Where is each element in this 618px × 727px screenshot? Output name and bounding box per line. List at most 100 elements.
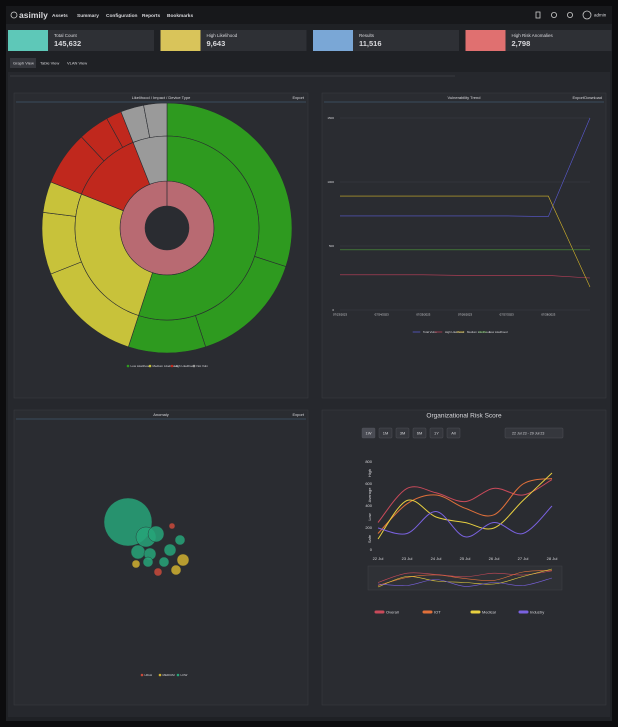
bubble — [147, 525, 165, 543]
range-button[interactable] — [412, 427, 427, 439]
legend-dot — [126, 364, 130, 368]
x-tick-label: 07/26/2023 — [458, 313, 472, 317]
x-tick-label: 07/27/2023 — [500, 313, 514, 317]
bubble — [168, 522, 176, 530]
x-tick-label: 07/24/2023 — [375, 313, 389, 317]
legend-label: High Likelihood — [445, 330, 465, 334]
legend-dot — [192, 364, 196, 368]
y-tick-label: 0 — [370, 547, 373, 552]
range-button[interactable] — [429, 427, 444, 439]
card-label: High Likelihood — [207, 33, 238, 38]
sunburst-middle — [74, 193, 153, 316]
action-link[interactable]: Export — [572, 95, 584, 100]
navigator-line — [377, 568, 553, 588]
card-icon — [8, 30, 48, 51]
series-line — [377, 472, 553, 540]
y-tick-label: 0 — [332, 308, 334, 312]
card-value: 145,632 — [54, 39, 81, 48]
series-line — [340, 117, 591, 217]
range-button-label: All — [451, 430, 456, 435]
x-tick-label: 07/28/2023 — [541, 313, 555, 317]
nav-item[interactable]: Bookmarks — [167, 13, 193, 19]
avatar[interactable] — [582, 10, 592, 20]
user-name[interactable]: admin — [594, 13, 607, 18]
tab[interactable]: Table View — [40, 61, 59, 66]
y-tick-label: 600 — [365, 481, 372, 486]
nav-bar — [6, 6, 612, 24]
range-button-label: 1W — [366, 430, 372, 435]
range-button[interactable] — [395, 427, 410, 439]
legend-dot — [148, 364, 152, 368]
action-link[interactable]: Download — [584, 95, 602, 100]
date-range: 22 Jul 23 - 29 Jul 23 — [512, 431, 544, 435]
legend-label: Not Vuln — [197, 364, 209, 368]
bubble — [130, 544, 146, 560]
series-line — [377, 479, 553, 523]
series-line — [340, 195, 591, 288]
bubble — [174, 534, 186, 546]
export-link[interactable]: Export — [292, 95, 304, 100]
card-label: Results — [359, 33, 375, 38]
x-tick-label: 23 Jul — [402, 556, 413, 561]
panel-title: Organizational Risk Score — [426, 413, 502, 420]
nav-item[interactable]: Reports — [142, 13, 160, 19]
bubble — [163, 543, 177, 557]
card-value: 2,798 — [512, 39, 531, 48]
y-tick-label: 200 — [365, 525, 372, 530]
navigator-line — [377, 577, 553, 587]
tab-active — [10, 58, 36, 68]
panel — [321, 92, 607, 399]
legend-label: Medium Likelihood — [153, 364, 178, 368]
export-link[interactable]: Export — [292, 412, 304, 417]
date-picker[interactable] — [504, 427, 564, 439]
x-tick-label: 26 Jul — [489, 556, 500, 561]
card-icon — [160, 30, 201, 51]
tab[interactable]: Graph View — [13, 61, 34, 66]
help-icon[interactable] — [567, 11, 574, 18]
band-label: Average — [367, 487, 372, 503]
range-button[interactable] — [446, 427, 461, 439]
range-button-label: 6M — [417, 430, 423, 435]
nav-item[interactable]: Assets — [52, 13, 68, 19]
panel-title: Anomaly — [153, 412, 169, 417]
y-tick-label: 1500 — [327, 116, 334, 120]
bubble — [170, 564, 182, 576]
y-tick-label: 1000 — [327, 180, 334, 184]
logo: asimily — [19, 10, 48, 20]
card-value: 9,643 — [207, 39, 226, 48]
bubble — [142, 556, 154, 568]
x-tick-label: 22 Jul — [373, 556, 384, 561]
bell-icon[interactable] — [551, 11, 558, 18]
card-icon — [465, 30, 506, 51]
tab[interactable]: VLAN View — [67, 61, 87, 66]
range-button[interactable] — [378, 427, 393, 439]
series-line — [377, 478, 553, 534]
panel — [321, 409, 607, 706]
nav-item[interactable]: Summary — [77, 13, 99, 19]
legend-label: Low Likelihood — [489, 330, 508, 334]
range-button[interactable] — [361, 427, 376, 439]
bubble — [153, 567, 163, 577]
nav-item[interactable]: Configuration — [106, 13, 138, 19]
series-line — [377, 505, 553, 538]
nav-icons — [535, 10, 592, 20]
legend-label: Industry — [530, 609, 544, 614]
legend-label: Overall — [386, 609, 399, 614]
x-tick-label: 27 Jul — [518, 556, 529, 561]
card-value: 11,516 — [359, 39, 382, 48]
sunburst-middle — [138, 135, 260, 321]
legend-label: HIGH — [145, 673, 153, 677]
bookmark-icon[interactable] — [535, 11, 541, 19]
x-tick-label: 28 Jul — [547, 556, 558, 561]
legend-label: LOW — [181, 673, 188, 677]
legend-dot — [176, 673, 180, 677]
legend-dot — [158, 673, 162, 677]
band-label: Safe — [367, 534, 372, 543]
series-line — [340, 274, 591, 279]
band-label: High — [367, 469, 372, 477]
navigator-line — [377, 570, 553, 586]
legend-label: Low Likelihood — [131, 364, 151, 368]
x-tick-label: 25 Jul — [460, 556, 471, 561]
